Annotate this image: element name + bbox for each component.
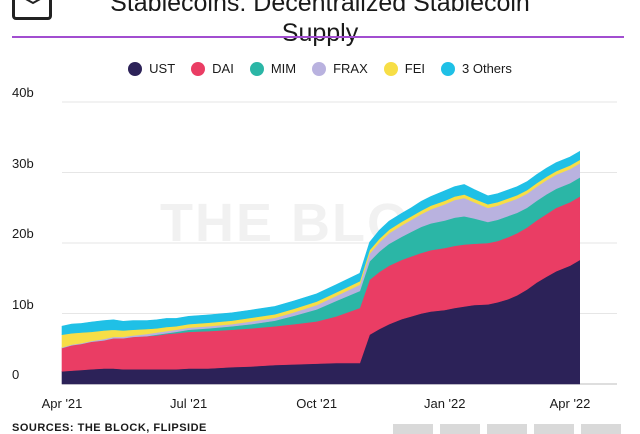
legend-label: MIM: [270, 61, 297, 76]
footer-button[interactable]: [487, 424, 527, 434]
chart-title-line1: Stablecoins: Decentralized Stablecoin: [110, 0, 530, 17]
legend-label: FRAX: [333, 61, 368, 76]
x-tick-label: Jul '21: [170, 396, 208, 411]
legend-swatch: [441, 61, 455, 76]
x-tick-label: Apr '22: [549, 396, 591, 411]
legend-item[interactable]: FEI: [383, 61, 425, 76]
legend-item[interactable]: MIM: [249, 61, 297, 76]
legend-item[interactable]: FRAX: [312, 61, 368, 76]
chart-title: Stablecoins: Decentralized Stablecoin Su…: [0, 0, 640, 48]
chart-title-line2: Supply: [281, 19, 359, 47]
title-divider: [12, 36, 624, 38]
legend-item[interactable]: 3 Others: [441, 61, 512, 76]
legend-swatch: [249, 61, 264, 76]
legend-label: 3 Others: [462, 61, 512, 76]
footer-button[interactable]: [534, 424, 574, 434]
y-tick-label: 30b: [12, 155, 34, 171]
legend-swatch: [383, 61, 398, 76]
y-tick-label: 10b: [12, 296, 34, 312]
logo-icon: [25, 0, 41, 5]
y-tick-label: 20b: [12, 226, 34, 241]
legend-swatch: [191, 61, 206, 76]
footer-button[interactable]: [393, 424, 433, 434]
sources-footer: SOURCES: THE BLOCK, FLIPSIDE: [12, 422, 207, 434]
chart-legend: UST DAI MIM FRAX FEI 3 Others: [0, 61, 640, 76]
x-tick-label: Apr '21: [41, 396, 83, 411]
legend-swatch: [312, 61, 327, 76]
legend-item[interactable]: DAI: [191, 61, 234, 76]
footer-button[interactable]: [581, 424, 621, 434]
logo: [12, 0, 52, 20]
y-tick-label: 0: [12, 367, 20, 382]
y-tick-label: 40b: [12, 85, 34, 100]
footer-button[interactable]: [440, 424, 480, 434]
x-tick-label: Jan '22: [423, 396, 466, 411]
legend-label: UST: [149, 61, 176, 76]
legend-label: DAI: [212, 61, 234, 76]
x-tick-label: Oct '21: [296, 396, 338, 411]
legend-label: FEI: [404, 61, 425, 76]
area-series-3-others: [61, 150, 580, 335]
legend-swatch: [128, 61, 143, 76]
legend-item[interactable]: UST: [128, 61, 175, 76]
